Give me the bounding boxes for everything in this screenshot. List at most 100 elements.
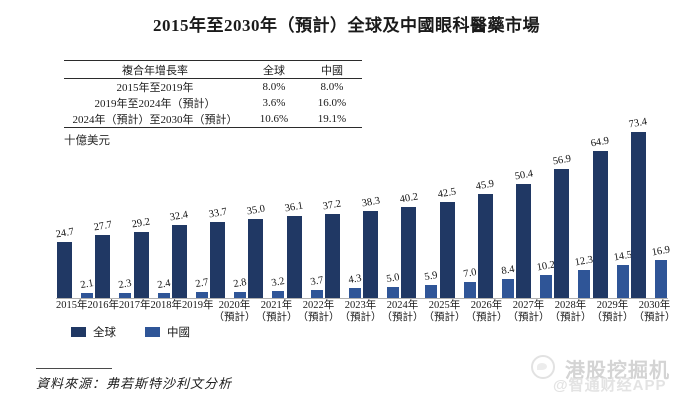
bar-group: 27.7 2.3 xyxy=(92,130,133,298)
cagr-table: 複合年增長率 全球 中國 2015年至2019年 8.0% 8.0% 2019年至2024年… xyxy=(64,60,362,128)
x-axis-label: 2016年 xyxy=(87,300,120,311)
bar-groups: 24.7 2.1 27.7 2.3 29.2 2.4 32.4 2.7 33.7 2.8 35.0 3… xyxy=(55,117,671,298)
bar-china: 10.2 xyxy=(536,259,556,298)
bar-china: 3.2 xyxy=(271,276,286,298)
bar-china: 5.0 xyxy=(386,272,401,298)
bar-value-label: 7.0 xyxy=(462,267,478,281)
cagr-header-cell: 複合年增長率 xyxy=(122,64,188,77)
bar-value-label: 42.5 xyxy=(437,186,458,201)
bar-value-label: 37.2 xyxy=(322,198,343,213)
source-note: 資料來源：弗若斯特沙利文分析 xyxy=(36,376,233,391)
bar-global: 40.2 xyxy=(399,192,419,298)
legend-label: 全球 xyxy=(93,327,116,339)
legend-item: 全球 xyxy=(71,324,116,340)
bar-value-label: 29.2 xyxy=(131,216,152,231)
bar-china: 5.9 xyxy=(424,270,439,298)
x-axis-labels: 2015年 2016年 2017年 2018年 2019年 2020年 （預計） 2021年（… xyxy=(56,300,676,324)
bar-global: 37.2 xyxy=(322,198,342,298)
bar-china: 12.3 xyxy=(574,255,594,298)
bar-value-label: 8.4 xyxy=(500,263,516,278)
bar-china: 14.5 xyxy=(613,250,633,298)
bar-value-label: 5.9 xyxy=(423,269,439,283)
x-axis-line xyxy=(56,298,668,299)
cagr-data-row: 2019年至2024年（預計） 3.6% 16.0% xyxy=(64,95,362,111)
cagr-cell: 3.6% xyxy=(262,97,286,109)
bar-group: 40.2 5.9 xyxy=(399,130,439,298)
bar-group: 29.2 2.4 xyxy=(131,130,171,298)
bar-group: 45.9 8.4 xyxy=(475,130,515,298)
bar-global: 73.4 xyxy=(628,117,648,298)
bar-china: 8.4 xyxy=(500,264,515,298)
bar-value-label: 38.3 xyxy=(360,195,381,210)
x-axis-label: 2028年 （預計） xyxy=(549,300,592,323)
bar-global: 50.4 xyxy=(514,169,534,298)
bar-global: 24.7 xyxy=(55,227,75,298)
bar-group: 56.9 12.3 xyxy=(552,130,594,298)
bar-value-label: 73.4 xyxy=(628,116,649,131)
bar-global: 35.0 xyxy=(246,203,266,298)
bar-global: 32.4 xyxy=(169,209,189,298)
x-axis-label: 2021年 （預計） xyxy=(255,300,298,323)
legend-swatch xyxy=(71,327,86,337)
watermark-handle-text: @智通财经APP xyxy=(553,377,667,394)
bar-value-label: 50.4 xyxy=(513,168,534,183)
chart-title: 2015年至2030年（預計）全球及中國眼科醫藥市場 xyxy=(153,16,540,35)
x-axis-label: 2026年 （預計） xyxy=(465,300,508,323)
bar-china: 4.3 xyxy=(347,273,362,298)
bar-value-label: 2.1 xyxy=(79,278,95,292)
cagr-cell: 10.6% xyxy=(259,113,289,125)
bar-value-label: 33.7 xyxy=(207,206,228,221)
cagr-cell: 2015年至2019年 xyxy=(116,82,194,94)
bar-global: 29.2 xyxy=(131,216,151,298)
bar-value-label: 32.4 xyxy=(169,209,190,224)
bar-value-label: 2.8 xyxy=(232,276,248,290)
x-axis-label: 2027年 （預計） xyxy=(507,300,550,323)
bar-global: 33.7 xyxy=(208,206,228,298)
cagr-cell: 16.0% xyxy=(317,97,347,109)
source-divider-line xyxy=(36,368,112,369)
bar-value-label: 5.0 xyxy=(385,271,401,285)
legend-swatch xyxy=(145,327,160,337)
bar-group: 36.1 3.7 xyxy=(284,130,324,298)
bar-value-label: 36.1 xyxy=(284,200,305,215)
cagr-header-cell: 全球 xyxy=(263,64,285,77)
watermark-bird-logo-icon xyxy=(531,355,555,379)
bar-group: 35.0 3.2 xyxy=(246,130,286,298)
cagr-header-row: 複合年增長率 全球 中國 xyxy=(64,61,362,79)
bar-value-label: 2.7 xyxy=(194,276,210,290)
cagr-cell: 19.1% xyxy=(317,113,347,125)
cagr-cell: 8.0% xyxy=(320,81,344,93)
y-axis-unit-label: 十億美元 xyxy=(64,135,110,147)
bar-group: 64.9 14.5 xyxy=(590,130,633,298)
x-axis-label: 2020年 （預計） xyxy=(213,300,256,323)
bar-value-label: 3.2 xyxy=(270,275,286,289)
cagr-cell: 2019年至2024年（預計） xyxy=(94,98,216,110)
x-axis-label: 2024年 （預計） xyxy=(381,300,424,323)
bar-global: 42.5 xyxy=(437,186,457,298)
legend-item: 中國 xyxy=(145,324,190,340)
bar-china: 2.4 xyxy=(156,278,171,298)
cagr-data-row: 2024年（預計）至2030年（預計） 10.6% 19.1% xyxy=(64,111,362,127)
bar-group: 37.2 4.3 xyxy=(322,130,362,298)
bar-global: 56.9 xyxy=(552,154,572,298)
bar-value-label: 16.9 xyxy=(650,244,671,259)
bar-china: 2.7 xyxy=(194,277,209,298)
cagr-cell: 2024年（預計）至2030年（預計） xyxy=(72,114,238,126)
bar-global: 36.1 xyxy=(284,201,304,298)
x-axis-label: 2019年 xyxy=(182,300,214,311)
bar-group: 32.4 2.7 xyxy=(169,130,209,298)
watermark: 港股挖掘机 @智通财经APP xyxy=(531,354,683,396)
x-axis-label: 2023年 （預計） xyxy=(339,300,382,323)
bar-china: 2.1 xyxy=(80,278,95,298)
bar-value-label: 27.7 xyxy=(92,219,113,234)
bar-global: 38.3 xyxy=(361,196,381,298)
x-axis-label: 2015年 xyxy=(56,300,88,311)
x-axis-label: 2017年 xyxy=(119,300,151,311)
bar-china: 3.7 xyxy=(309,275,324,298)
chart-legend: 全球 中國 xyxy=(71,324,190,340)
x-axis-label: 2022年 （預計） xyxy=(297,300,340,323)
bar-value-label: 2.4 xyxy=(156,277,172,291)
bar-value-label: 45.9 xyxy=(475,178,496,193)
bar-group: 38.3 5.0 xyxy=(361,130,401,298)
